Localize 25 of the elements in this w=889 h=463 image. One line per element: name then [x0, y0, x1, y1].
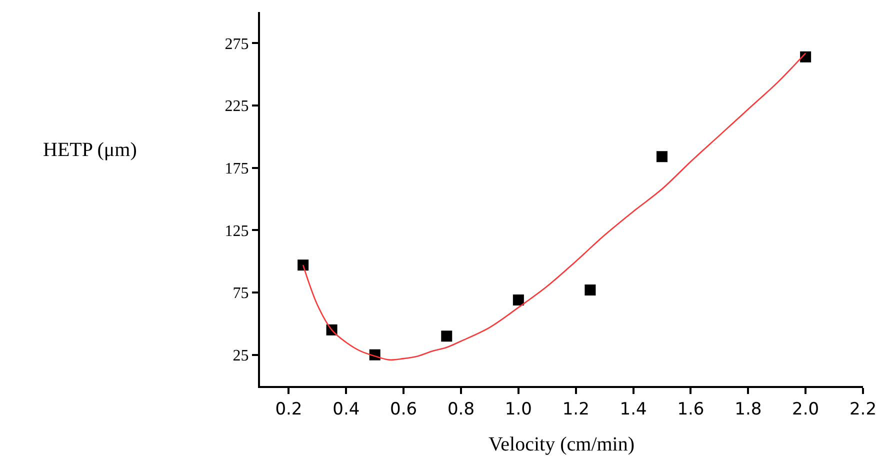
y-tick-label: 275: [224, 36, 249, 53]
x-tick-label: 0.6: [390, 399, 418, 420]
x-tick-label: 1.8: [734, 399, 762, 420]
point: [298, 260, 309, 271]
x-tick-label: 2.2: [849, 399, 877, 420]
point: [441, 330, 452, 342]
y-axis-title: HETP (μm): [43, 139, 137, 161]
y-tick-label: 75: [232, 285, 249, 302]
y-tick-label: 175: [224, 160, 249, 178]
y-tick-label: 25: [232, 347, 249, 364]
x-tick-label: 1.6: [677, 399, 704, 420]
y-tick-label: 225: [224, 98, 249, 116]
x-tick-label: 0.4: [332, 399, 360, 420]
point: [584, 284, 596, 296]
x-tick-label: 2.0: [792, 399, 820, 420]
point: [656, 151, 668, 162]
point: [512, 294, 524, 306]
x-tick-label: 1.2: [562, 399, 590, 420]
y-tick-label: 125: [224, 222, 249, 240]
x-axis-title: Velocity (cm/min): [488, 433, 635, 456]
x-tick-label: 0.8: [447, 399, 475, 420]
x-tick-label: 0.2: [275, 399, 302, 420]
x-tick-label: 1.0: [504, 399, 532, 420]
point: [800, 51, 812, 62]
x-tick-label: 1.4: [620, 399, 647, 420]
